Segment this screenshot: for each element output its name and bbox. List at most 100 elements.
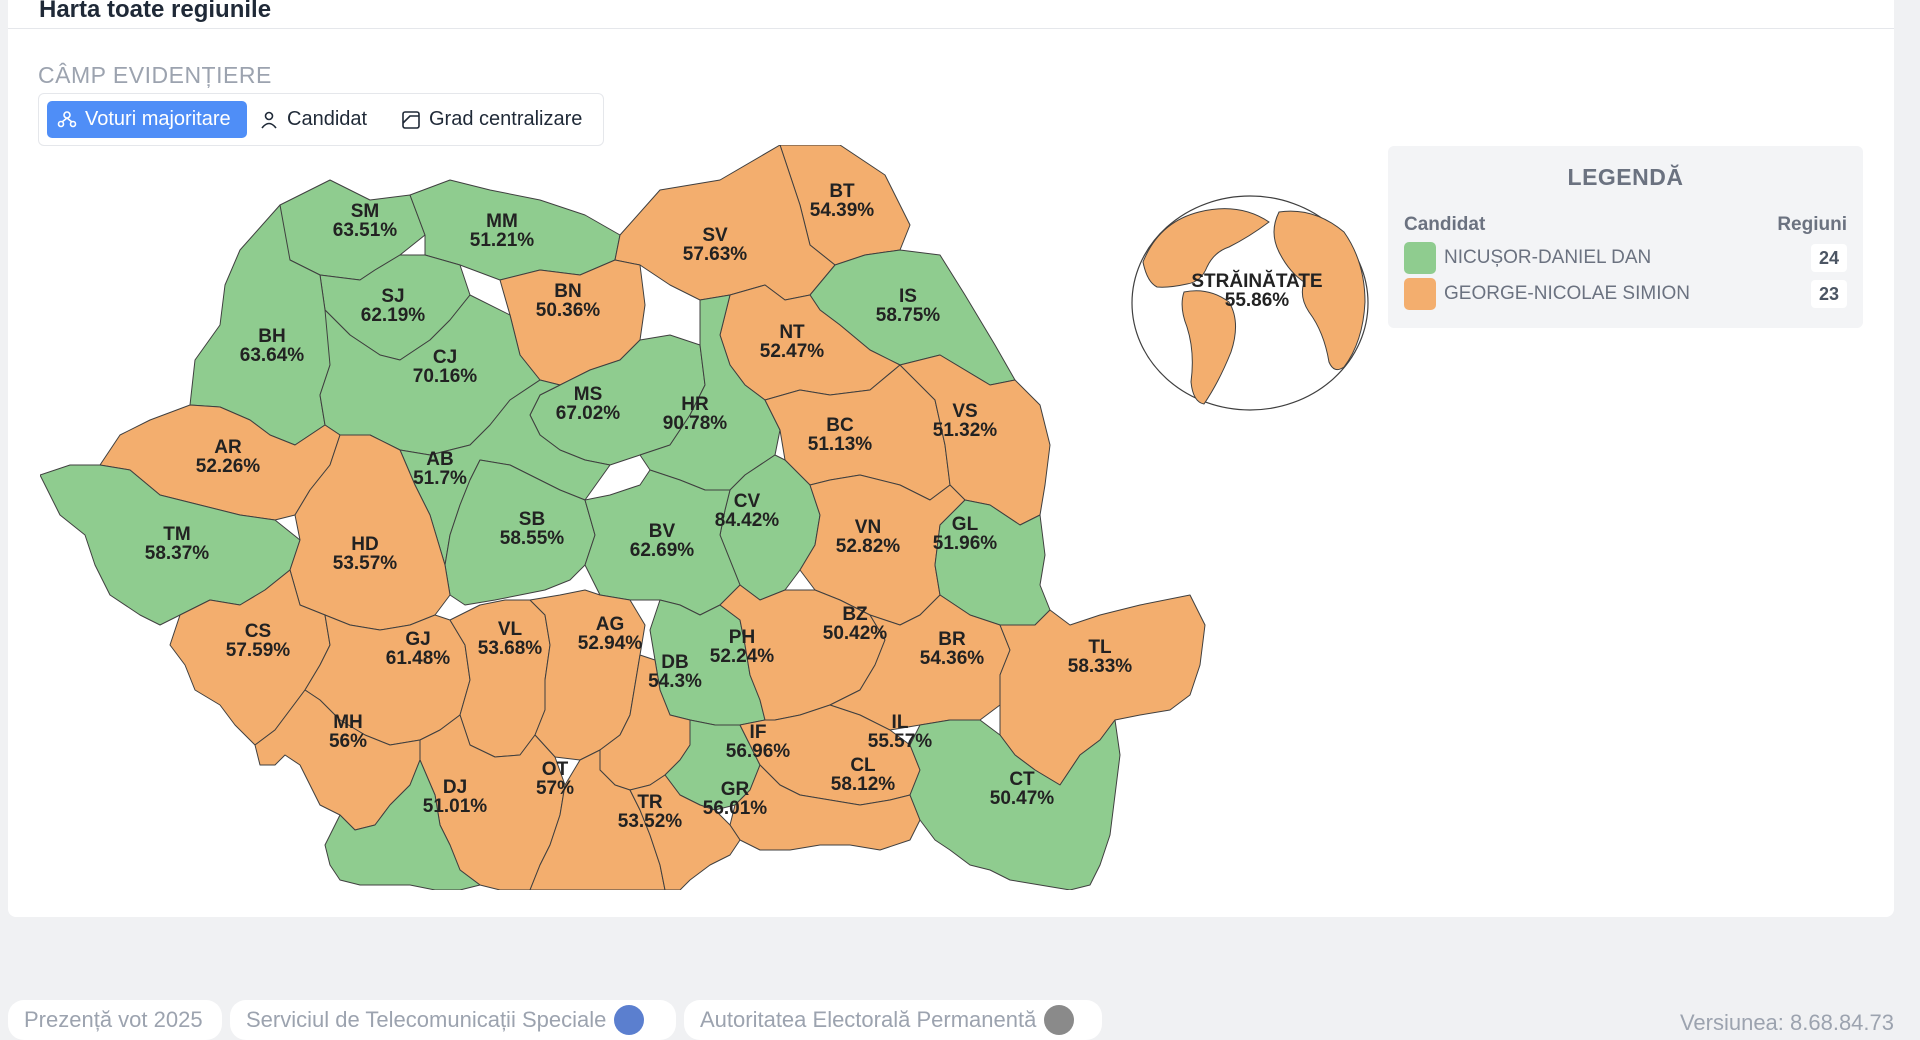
region-code-label: BH: [258, 326, 285, 347]
region-pct-label: 51.01%: [423, 796, 488, 817]
region-sb[interactable]: [444, 459, 596, 606]
legend-region-count: 24: [1811, 244, 1847, 272]
region-code-label: TM: [163, 524, 190, 545]
region-code-label: IS: [899, 286, 917, 307]
region-pct-label: 52.94%: [578, 633, 643, 654]
region-code-label: VN: [855, 517, 881, 538]
region-code-label: SV: [702, 225, 728, 246]
region-code-label: DB: [661, 652, 688, 673]
region-pct-label: 51.13%: [808, 434, 873, 455]
sts-logo-icon: [614, 1005, 645, 1035]
region-pct-label: 84.42%: [715, 510, 780, 531]
region-code-label: TR: [637, 792, 663, 813]
option-centralization[interactable]: Grad centralizare: [401, 101, 597, 138]
region-code-label: SB: [519, 509, 545, 530]
footer-label: Prezență vot 2025: [24, 1007, 203, 1032]
chart-box-icon: [402, 110, 420, 129]
region-code-label: AG: [596, 614, 625, 635]
option-label: Candidat: [287, 108, 368, 130]
region-pct-label: 62.69%: [630, 540, 695, 561]
region-code-label: MS: [574, 384, 603, 405]
region-code-label: NT: [779, 322, 805, 343]
footer-link-sts[interactable]: Serviciul de Telecomunicații Speciale: [230, 1000, 676, 1040]
region-code-label: CS: [245, 621, 271, 642]
region-code-label: GR: [721, 779, 750, 800]
legend-title: LEGENDĂ: [1567, 164, 1684, 190]
region-code-label: MM: [486, 211, 518, 232]
region-code-label: BR: [938, 629, 966, 650]
region-pct-label: 90.78%: [663, 413, 728, 434]
aep-logo-icon: [1044, 1005, 1075, 1035]
region-code-label: OT: [542, 759, 569, 780]
region-pct-label: 58.55%: [500, 528, 565, 549]
app-version: Versiunea: 8.68.84.73: [1679, 1010, 1894, 1035]
region-dj[interactable]: [324, 759, 481, 890]
region-pct-label: 58.37%: [145, 543, 210, 564]
footer-link-turnout[interactable]: Prezență vot 2025: [8, 1000, 222, 1040]
region-pct-label: 58.12%: [831, 774, 896, 795]
region-code-label: IF: [750, 722, 767, 743]
region-gr[interactable]: [629, 774, 741, 890]
users-group-icon: [57, 110, 77, 127]
region-pct-label: 56%: [329, 731, 367, 752]
region-code-label: BZ: [842, 604, 868, 625]
region-pct-label: 63.64%: [240, 345, 305, 366]
region-code-label: PH: [729, 627, 755, 648]
region-pct-label: 58.75%: [876, 305, 941, 326]
option-majority-votes[interactable]: Voturi majoritare: [47, 101, 247, 138]
region-code-label: CV: [734, 491, 761, 512]
legend-candidate-name: GEORGE-NICOLAE SIMION: [1444, 283, 1690, 304]
footer-label: Autoritatea Electorală Permanentă: [700, 1007, 1037, 1032]
region-tl[interactable]: [999, 594, 1206, 786]
card-title: Harta toate regiunile: [39, 0, 272, 23]
region-code-label: GL: [952, 514, 979, 535]
region-pct-label: 56.01%: [703, 798, 768, 819]
region-code-label: BN: [554, 281, 581, 302]
legend-candidate-name: NICUȘOR-DANIEL DAN: [1444, 247, 1652, 268]
region-pct-label: 58.33%: [1068, 656, 1133, 677]
region-code-label: MH: [333, 712, 363, 733]
region-pct-label: 70.16%: [413, 366, 478, 387]
legend-swatch-orange: [1404, 278, 1436, 310]
abroad-globe[interactable]: STRĂINĂTATE 55.86%: [1129, 192, 1371, 414]
region-pct-label: 52.82%: [836, 536, 901, 557]
region-code-label: CT: [1009, 769, 1035, 790]
legend-row: GEORGE-NICOLAE SIMION 23: [1404, 278, 1847, 310]
region-code-label: SJ: [381, 286, 404, 307]
region-pct-label: 51.96%: [933, 533, 998, 554]
region-code-label: CL: [850, 755, 876, 776]
person-icon: [261, 111, 277, 129]
region-pct-label: 62.19%: [361, 305, 426, 326]
option-label: Grad centralizare: [429, 108, 583, 130]
region-pct-label: 53.57%: [333, 553, 398, 574]
region-ct[interactable]: [909, 719, 1121, 890]
region-code-label: VL: [498, 619, 523, 640]
region-pct-label: 63.51%: [333, 220, 398, 241]
option-candidate[interactable]: Candidat: [259, 101, 379, 138]
region-pct-label: 52.47%: [760, 341, 825, 362]
region-code-label: DJ: [443, 777, 467, 798]
legend-row: NICUȘOR-DANIEL DAN 24: [1404, 242, 1847, 274]
region-code-label: HR: [681, 394, 709, 415]
region-code-label: SM: [351, 201, 380, 222]
highlight-segmented-control: Voturi majoritare Candidat Grad centrali…: [38, 93, 604, 146]
legend-region-count: 23: [1811, 280, 1847, 308]
region-code-label: VS: [952, 401, 977, 422]
region-code-label: HD: [351, 534, 378, 555]
option-label: Voturi majoritare: [85, 108, 231, 130]
region-pct-label: 53.52%: [618, 811, 683, 832]
region-code-label: AB: [426, 449, 453, 470]
footer-link-aep[interactable]: Autoritatea Electorală Permanentă: [684, 1000, 1102, 1040]
card-header: Harta toate regiunile: [8, 0, 1894, 29]
region-pct-label: 54.36%: [920, 648, 985, 669]
legend-col-regions: Regiuni: [1777, 214, 1847, 235]
region-pct-label: 57.59%: [226, 640, 291, 661]
region-pct-label: 56.96%: [726, 741, 791, 762]
region-ot[interactable]: [419, 714, 566, 890]
region-pct-label: 51.32%: [933, 420, 998, 441]
legend-col-candidate: Candidat: [1404, 214, 1486, 235]
region-pct-label: 54.39%: [810, 200, 875, 221]
region-code-label: GJ: [405, 629, 430, 650]
region-pct-label: 54.3%: [648, 671, 702, 692]
